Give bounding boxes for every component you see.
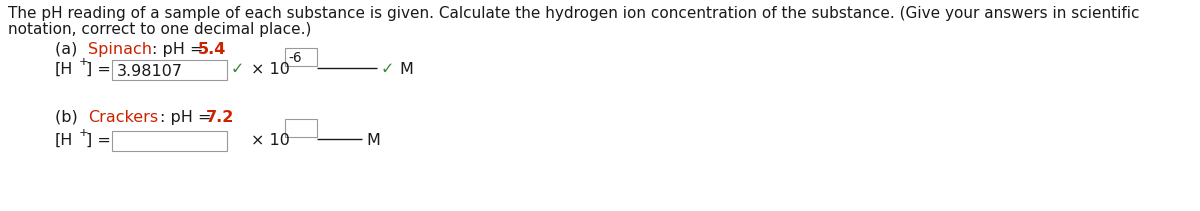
Text: 3.98107: 3.98107 [118,64,182,79]
Text: : pH =: : pH = [152,42,209,57]
Text: [H: [H [55,62,73,77]
Text: -6: -6 [288,51,301,65]
Bar [112,60,227,80]
Text: 5.4: 5.4 [198,42,227,57]
Bar [286,48,317,66]
Text: +: + [79,57,89,67]
Text: The pH reading of a sample of each substance is given. Calculate the hydrogen io: The pH reading of a sample of each subst… [8,6,1140,21]
Text: [H: [H [55,133,73,148]
Text: ] =: ] = [86,133,110,148]
Text: M: M [366,133,380,148]
Text: ✓: ✓ [382,62,395,77]
Text: ] =: ] = [86,62,110,77]
Text: (a): (a) [55,42,83,57]
Text: notation, correct to one decimal place.): notation, correct to one decimal place.) [8,22,311,37]
Bar [286,119,317,137]
Text: +: + [79,128,89,138]
Text: Crackers: Crackers [88,110,158,125]
Text: 7.2: 7.2 [206,110,234,125]
Text: Spinach: Spinach [88,42,152,57]
Text: M: M [398,62,413,77]
Text: ✓: ✓ [230,62,245,77]
Text: × 10: × 10 [251,133,290,148]
Text: : pH =: : pH = [160,110,217,125]
Bar [112,131,227,151]
Text: × 10: × 10 [251,62,290,77]
Text: (b): (b) [55,110,83,125]
